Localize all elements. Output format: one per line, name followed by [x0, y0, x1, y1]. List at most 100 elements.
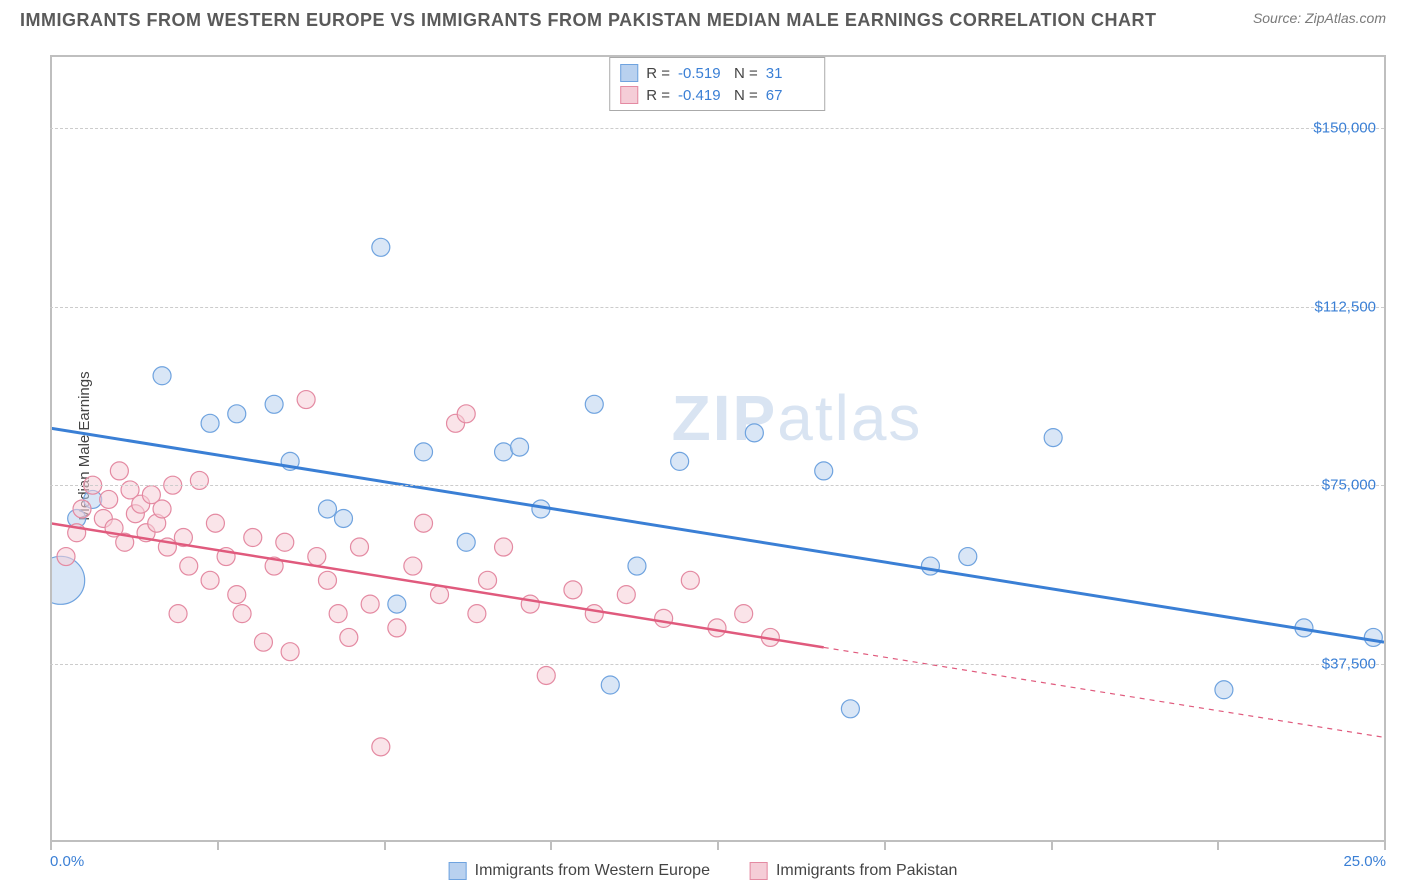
scatter-point [708, 619, 726, 637]
scatter-point [495, 443, 513, 461]
scatter-point [415, 443, 433, 461]
scatter-point [521, 595, 539, 613]
scatter-point [308, 548, 326, 566]
scatter-point [388, 595, 406, 613]
scatter-point [404, 557, 422, 575]
scatter-point [297, 391, 315, 409]
legend-item-series-1: Immigrants from Pakistan [750, 862, 957, 880]
gridline [50, 664, 1384, 665]
x-tick [217, 842, 219, 850]
scatter-point [601, 676, 619, 694]
scatter-point [388, 619, 406, 637]
scatter-point [628, 557, 646, 575]
scatter-point [372, 738, 390, 756]
chart-container: ZIPatlas R = -0.519 N = 31 R = -0.419 N … [50, 55, 1386, 842]
stats-legend-box: R = -0.519 N = 31 R = -0.419 N = 67 [609, 57, 825, 111]
scatter-point [265, 395, 283, 413]
scatter-point [921, 557, 939, 575]
scatter-point [153, 367, 171, 385]
scatter-point [457, 405, 475, 423]
scatter-point [457, 533, 475, 551]
regression-line-dashed [824, 647, 1384, 737]
x-tick [717, 842, 719, 850]
scatter-point [110, 462, 128, 480]
y-tick-label: $112,500 [1315, 298, 1376, 315]
scatter-point [372, 238, 390, 256]
y-tick-label: $37,500 [1322, 655, 1376, 672]
scatter-point [564, 581, 582, 599]
scatter-point [495, 538, 513, 556]
plot-svg [50, 57, 1384, 842]
bottom-legend: Immigrants from Western Europe Immigrant… [449, 862, 958, 880]
y-axis-line [50, 57, 52, 842]
scatter-point [190, 471, 208, 489]
scatter-point [228, 405, 246, 423]
scatter-point [276, 533, 294, 551]
scatter-point [153, 500, 171, 518]
scatter-point [233, 605, 251, 623]
x-tick [384, 842, 386, 850]
source-label: Source: ZipAtlas.com [1253, 10, 1386, 26]
scatter-point [254, 633, 272, 651]
legend-swatch-0 [449, 862, 467, 880]
scatter-point [318, 571, 336, 589]
scatter-point [244, 529, 262, 547]
scatter-point [340, 628, 358, 646]
scatter-point [169, 605, 187, 623]
scatter-point [841, 700, 859, 718]
scatter-point [585, 605, 603, 623]
scatter-point [57, 548, 75, 566]
y-tick-label: $150,000 [1313, 120, 1376, 137]
scatter-point [617, 586, 635, 604]
scatter-point [334, 509, 352, 527]
scatter-point [959, 548, 977, 566]
scatter-point [745, 424, 763, 442]
x-tick [1217, 842, 1219, 850]
gridline [50, 485, 1384, 486]
legend-label-1: Immigrants from Pakistan [776, 862, 957, 880]
scatter-point [671, 452, 689, 470]
scatter-point [537, 666, 555, 684]
scatter-point [415, 514, 433, 532]
scatter-point [815, 462, 833, 480]
x-tick-min: 0.0% [50, 853, 84, 870]
swatch-series-0 [620, 64, 638, 82]
x-tick [1384, 842, 1386, 850]
scatter-point [100, 490, 118, 508]
scatter-point [180, 557, 198, 575]
scatter-point [201, 571, 219, 589]
scatter-point [735, 605, 753, 623]
scatter-point [318, 500, 336, 518]
scatter-point [1364, 628, 1382, 646]
scatter-point [585, 395, 603, 413]
scatter-point [350, 538, 368, 556]
scatter-point [1215, 681, 1233, 699]
x-tick-max: 25.0% [1343, 853, 1386, 870]
x-tick [884, 842, 886, 850]
scatter-point [329, 605, 347, 623]
scatter-point [201, 414, 219, 432]
y-tick-label: $75,000 [1322, 477, 1376, 494]
x-tick [550, 842, 552, 850]
scatter-point [479, 571, 497, 589]
scatter-point [361, 595, 379, 613]
scatter-point [206, 514, 224, 532]
legend-item-series-0: Immigrants from Western Europe [449, 862, 710, 880]
x-tick [50, 842, 52, 850]
legend-swatch-1 [750, 862, 768, 880]
scatter-point [511, 438, 529, 456]
scatter-point [681, 571, 699, 589]
scatter-point [655, 609, 673, 627]
scatter-point [431, 586, 449, 604]
x-tick [1051, 842, 1053, 850]
gridline [50, 307, 1384, 308]
scatter-point [281, 643, 299, 661]
legend-label-0: Immigrants from Western Europe [475, 862, 710, 880]
scatter-point [73, 500, 91, 518]
scatter-point [228, 586, 246, 604]
scatter-point [468, 605, 486, 623]
stats-row-series-0: R = -0.519 N = 31 [620, 62, 814, 84]
swatch-series-1 [620, 86, 638, 104]
gridline [50, 128, 1384, 129]
chart-title: IMMIGRANTS FROM WESTERN EUROPE VS IMMIGR… [20, 10, 1156, 31]
